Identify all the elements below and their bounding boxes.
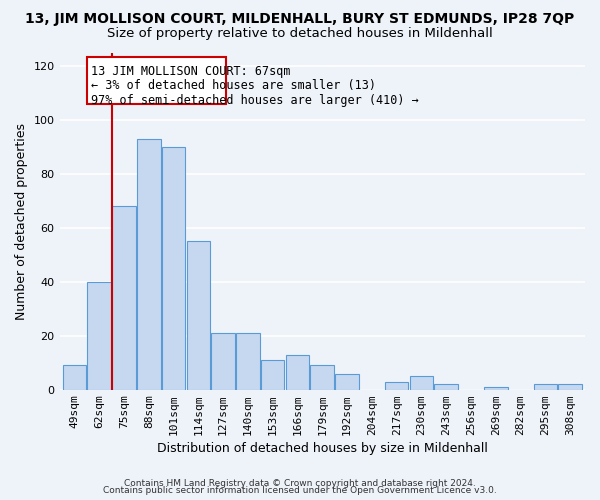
Bar <box>559 384 582 390</box>
Bar <box>88 282 111 390</box>
Bar <box>286 354 309 390</box>
Text: Contains public sector information licensed under the Open Government Licence v3: Contains public sector information licen… <box>103 486 497 495</box>
Bar <box>410 376 433 390</box>
Bar <box>137 139 161 390</box>
Bar <box>236 333 260 390</box>
Bar <box>385 382 409 390</box>
Bar <box>310 366 334 390</box>
Text: 13, JIM MOLLISON COURT, MILDENHALL, BURY ST EDMUNDS, IP28 7QP: 13, JIM MOLLISON COURT, MILDENHALL, BURY… <box>25 12 575 26</box>
X-axis label: Distribution of detached houses by size in Mildenhall: Distribution of detached houses by size … <box>157 442 488 455</box>
Text: 97% of semi-detached houses are larger (410) →: 97% of semi-detached houses are larger (… <box>91 94 419 108</box>
Bar <box>434 384 458 390</box>
Bar <box>484 387 508 390</box>
Bar <box>261 360 284 390</box>
Y-axis label: Number of detached properties: Number of detached properties <box>15 122 28 320</box>
Bar <box>162 147 185 390</box>
Bar <box>187 242 210 390</box>
Text: Size of property relative to detached houses in Mildenhall: Size of property relative to detached ho… <box>107 28 493 40</box>
Bar <box>112 206 136 390</box>
FancyBboxPatch shape <box>88 56 226 104</box>
Text: ← 3% of detached houses are smaller (13): ← 3% of detached houses are smaller (13) <box>91 80 376 92</box>
Bar <box>62 366 86 390</box>
Bar <box>533 384 557 390</box>
Text: Contains HM Land Registry data © Crown copyright and database right 2024.: Contains HM Land Registry data © Crown c… <box>124 478 476 488</box>
Bar <box>335 374 359 390</box>
Text: 13 JIM MOLLISON COURT: 67sqm: 13 JIM MOLLISON COURT: 67sqm <box>91 64 290 78</box>
Bar <box>211 333 235 390</box>
